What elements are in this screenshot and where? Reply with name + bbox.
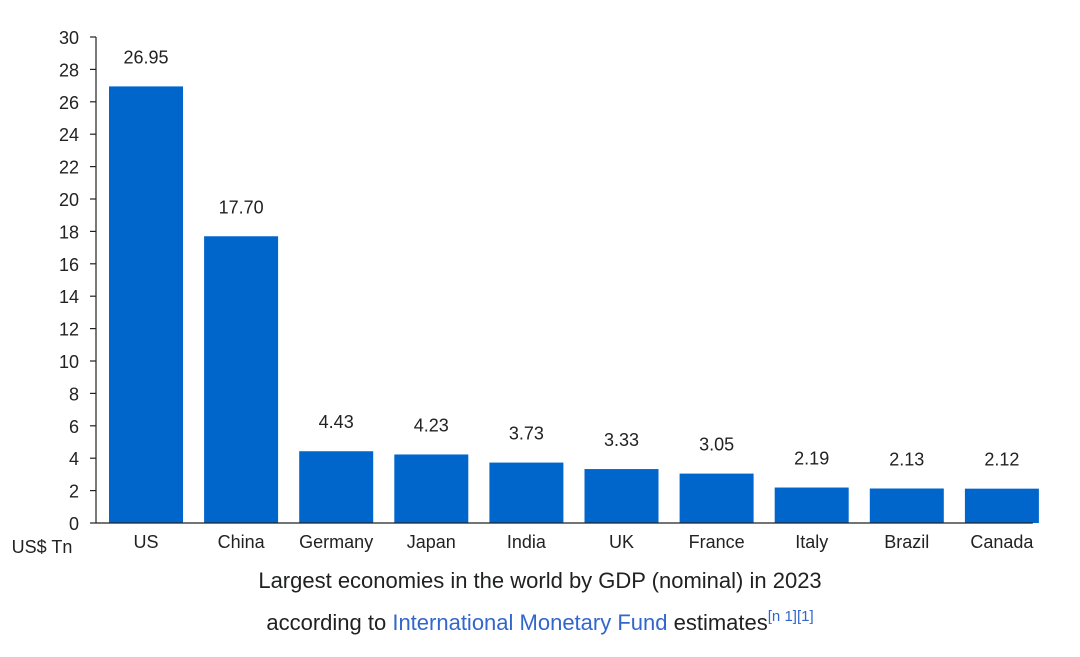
y-tick-label: 30: [59, 28, 79, 48]
y-tick-label: 14: [59, 287, 79, 307]
imf-link[interactable]: International Monetary Fund: [392, 610, 668, 635]
chart-caption-line2: according to International Monetary Fund…: [0, 608, 1080, 638]
y-axis-unit-label: US$ Tn: [12, 537, 73, 557]
bar-value-label: 26.95: [123, 47, 168, 67]
x-tick-label: China: [218, 532, 266, 552]
x-axis: US China Germany Japan India UK France Italy Bra…: [96, 522, 1034, 552]
bar-value-label: 2.19: [794, 449, 829, 469]
y-tick-label: 28: [59, 60, 79, 80]
bar-value-label: 4.23: [414, 415, 449, 435]
bar-china: [204, 236, 279, 523]
bar-value-label: 4.43: [319, 412, 354, 432]
bar-italy: [774, 487, 849, 523]
x-tick-label: Canada: [970, 532, 1034, 552]
bar-value-label: 2.13: [889, 449, 924, 469]
x-tick-label: Brazil: [884, 532, 929, 552]
reference-1-link[interactable]: [1]: [796, 608, 814, 625]
bar-uk: [584, 469, 659, 523]
x-tick-label: Germany: [299, 532, 373, 552]
y-tick-label: 8: [69, 384, 79, 404]
y-tick-label: 20: [59, 190, 79, 210]
y-tick-label: 12: [59, 320, 79, 340]
x-tick-label: US: [133, 532, 158, 552]
bar-japan: [394, 454, 469, 523]
caption-prefix: according to: [266, 610, 393, 635]
x-tick-label: France: [689, 532, 745, 552]
bar-value-label: 2.12: [984, 450, 1019, 470]
bar-india: [489, 462, 564, 523]
x-tick-label: Italy: [795, 532, 828, 552]
bar-value-label: 3.05: [699, 435, 734, 455]
y-tick-label: 10: [59, 352, 79, 372]
bars-group: 26.95 17.70 4.43 4.23 3.73 3.33 3.05 2.19 2.13 2.…: [109, 47, 1039, 523]
bar-value-label: 3.33: [604, 430, 639, 450]
x-tick-label: UK: [609, 532, 634, 552]
y-tick-label: 4: [69, 449, 79, 469]
bar-value-label: 3.73: [509, 424, 544, 444]
caption-title: Largest economies in the world by GDP (n…: [258, 568, 822, 593]
y-tick-label: 24: [59, 125, 79, 145]
x-tick-label: Japan: [407, 532, 456, 552]
y-tick-label: 6: [69, 417, 79, 437]
y-tick-label: 18: [59, 222, 79, 242]
bar-value-label: 17.70: [219, 197, 264, 217]
y-tick-label: 2: [69, 482, 79, 502]
bar-canada: [964, 488, 1039, 523]
y-tick-label: 0: [69, 514, 79, 534]
footnote-n1-link[interactable]: [n 1]: [767, 608, 797, 625]
caption-suffix: estimates: [667, 610, 768, 635]
y-tick-label: 26: [59, 93, 79, 113]
y-tick-label: 22: [59, 158, 79, 178]
bar-brazil: [869, 488, 944, 523]
bar-germany: [299, 451, 374, 523]
y-tick-label: 16: [59, 255, 79, 275]
bar-france: [679, 473, 754, 523]
chart-caption-line1: Largest economies in the world by GDP (n…: [0, 566, 1080, 596]
bar-us: [109, 86, 183, 523]
x-tick-label: India: [507, 532, 547, 552]
